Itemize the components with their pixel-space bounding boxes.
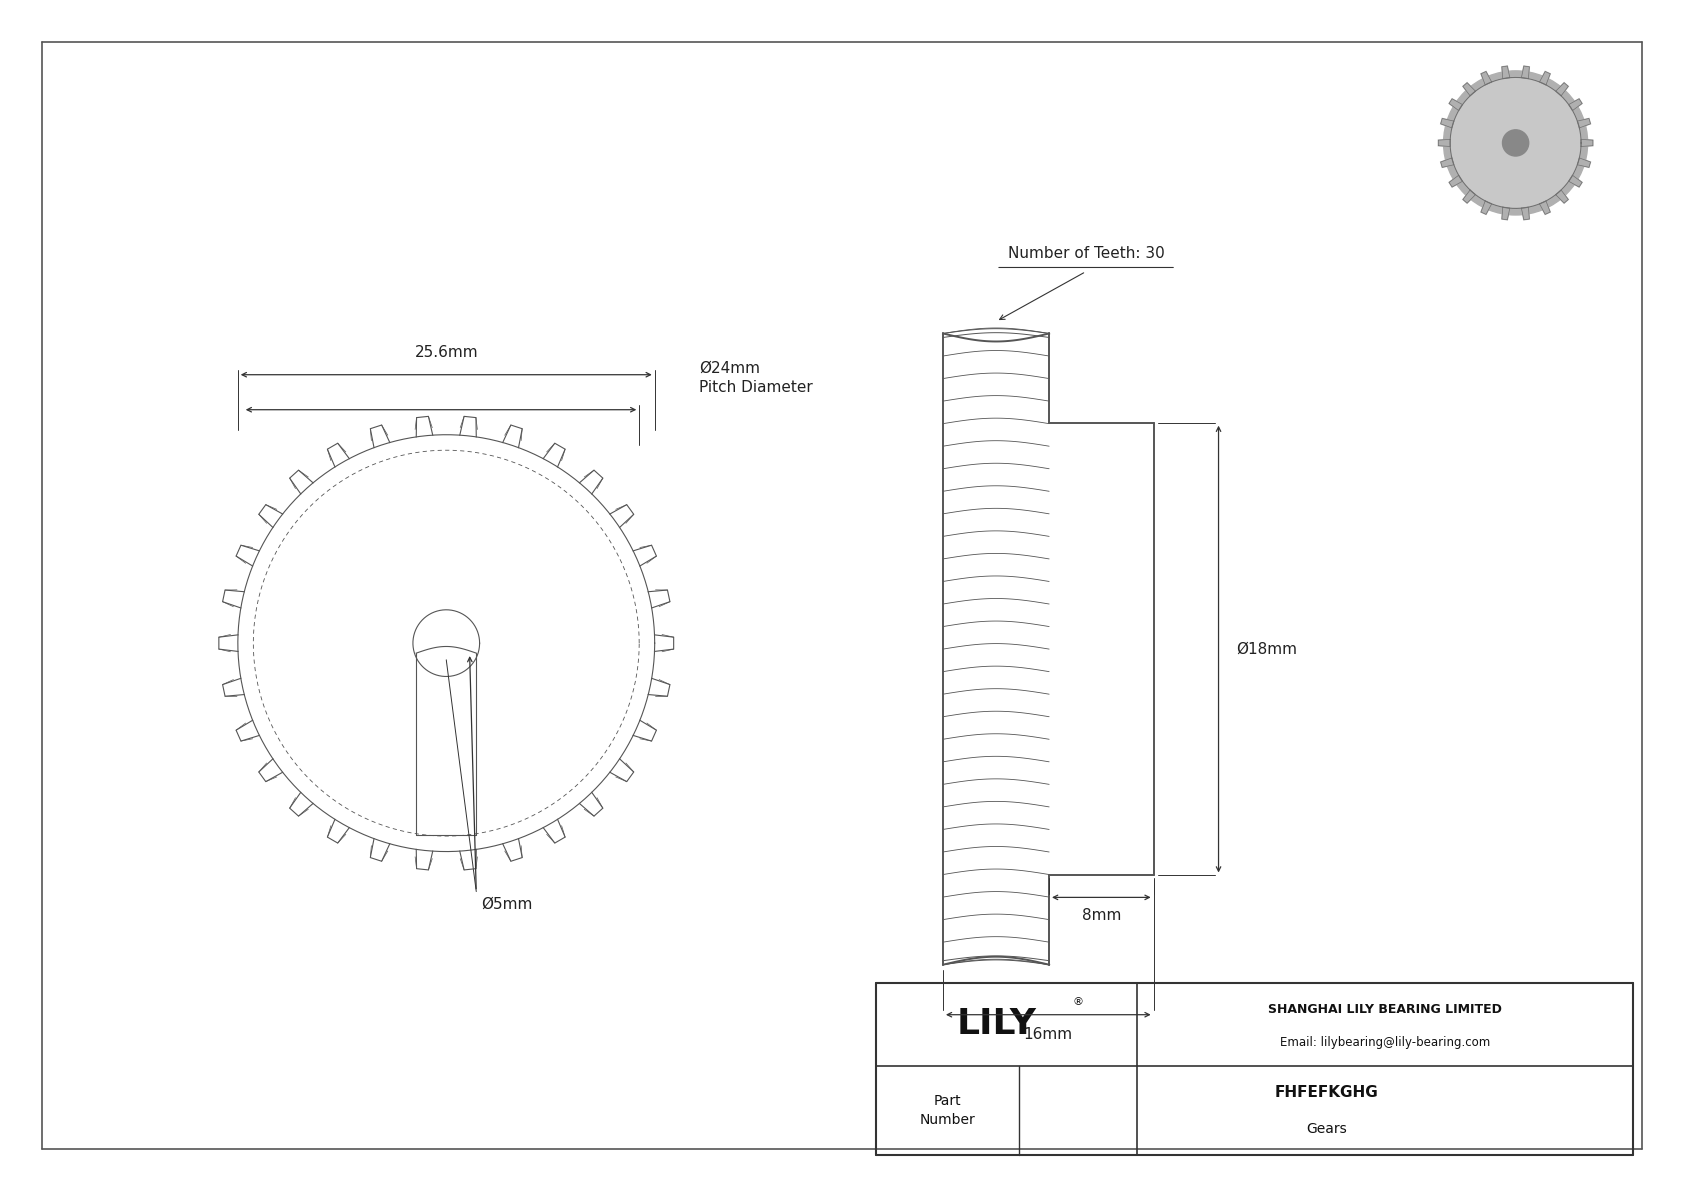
Text: Email: lilybearing@lily-bearing.com: Email: lilybearing@lily-bearing.com: [1280, 1036, 1490, 1049]
Polygon shape: [1480, 71, 1492, 85]
Text: Ø18mm: Ø18mm: [1236, 642, 1298, 656]
Text: 25.6mm: 25.6mm: [414, 345, 478, 360]
Circle shape: [1450, 77, 1581, 208]
Polygon shape: [1442, 158, 1453, 167]
Polygon shape: [1463, 191, 1475, 204]
Polygon shape: [1539, 201, 1551, 214]
Polygon shape: [1569, 175, 1581, 187]
Text: Number of Teeth: 30: Number of Teeth: 30: [1007, 247, 1164, 262]
Polygon shape: [1502, 66, 1511, 79]
Text: 16mm: 16mm: [1024, 1027, 1073, 1042]
Text: 8mm: 8mm: [1081, 908, 1122, 923]
Polygon shape: [1556, 191, 1568, 204]
Polygon shape: [1569, 99, 1581, 111]
Polygon shape: [1539, 71, 1551, 85]
Text: Ø5mm: Ø5mm: [482, 897, 532, 911]
Polygon shape: [1450, 99, 1462, 111]
Polygon shape: [1438, 139, 1450, 146]
Polygon shape: [1521, 66, 1529, 79]
Polygon shape: [1581, 139, 1593, 146]
Text: Gears: Gears: [1307, 1122, 1347, 1135]
Circle shape: [1502, 130, 1529, 156]
Text: Ø24mm
Pitch Diameter: Ø24mm Pitch Diameter: [699, 361, 813, 394]
Polygon shape: [1442, 119, 1453, 127]
Text: Part
Number: Part Number: [919, 1095, 975, 1127]
Polygon shape: [1463, 82, 1475, 95]
Polygon shape: [1578, 119, 1590, 127]
Text: ®: ®: [1073, 997, 1084, 1008]
Text: FHFEFKGHG: FHFEFKGHG: [1275, 1085, 1378, 1100]
Text: LILY: LILY: [957, 1008, 1036, 1041]
Polygon shape: [1521, 207, 1529, 220]
Polygon shape: [1480, 201, 1492, 214]
Circle shape: [1443, 71, 1588, 216]
Polygon shape: [1556, 82, 1568, 95]
Polygon shape: [1450, 175, 1462, 187]
Polygon shape: [1502, 207, 1511, 220]
Polygon shape: [1578, 158, 1590, 167]
Text: SHANGHAI LILY BEARING LIMITED: SHANGHAI LILY BEARING LIMITED: [1268, 1003, 1502, 1016]
